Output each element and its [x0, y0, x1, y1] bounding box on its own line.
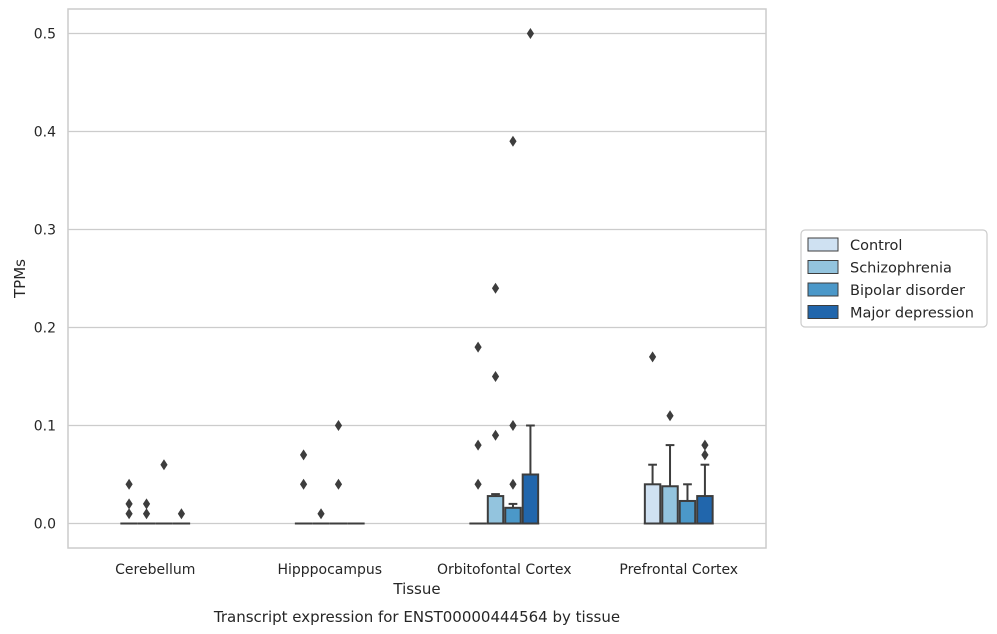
box-body — [486, 495, 505, 525]
box-schizophrenia — [661, 410, 679, 525]
legend-swatch — [807, 260, 839, 274]
x-tick-label: Prefrontal Cortex — [619, 562, 738, 578]
box-body — [504, 506, 522, 525]
outlier-marker — [491, 429, 500, 441]
outlier-marker — [509, 478, 517, 490]
legend-swatch — [807, 305, 839, 319]
y-axis-ticks: 0.0 0.1 0.2 0.3 0.4 0.5 — [34, 27, 56, 533]
box-schizophrenia — [312, 508, 330, 525]
outlier-marker — [177, 508, 186, 520]
outlier-marker — [701, 449, 709, 461]
outlier-marker — [142, 508, 151, 520]
outlier-marker — [474, 478, 482, 490]
box-major-depression — [521, 28, 540, 525]
y-axis-label: TPMs — [11, 259, 29, 299]
box-body — [661, 485, 679, 525]
outlier-marker — [701, 439, 709, 451]
legend-label: Major depression — [850, 306, 974, 322]
box-schizophrenia — [486, 282, 505, 525]
outlier-marker — [125, 508, 133, 520]
box-plot-marks — [120, 28, 714, 525]
y-tick-label: 0.3 — [34, 223, 56, 239]
x-tick-label: Hipppocampus — [277, 562, 382, 578]
outlier-marker — [474, 341, 482, 353]
outlier-marker — [125, 498, 133, 510]
box-bipolar-disorder — [329, 420, 348, 525]
chart-caption: Transcript expression for ENST0000044456… — [213, 608, 620, 626]
legend-label: Schizophrenia — [850, 261, 952, 277]
box-body — [678, 499, 697, 525]
outlier-marker — [125, 478, 133, 490]
outlier-marker — [299, 449, 308, 461]
legend-label: Control — [850, 238, 902, 254]
outlier-marker — [334, 420, 343, 431]
outlier-marker — [509, 135, 517, 147]
y-tick-label: 0.4 — [34, 125, 56, 141]
box-bipolar-disorder — [155, 459, 173, 525]
box-bipolar-disorder — [504, 135, 522, 525]
x-axis-ticks: Cerebellum Hipppocampus Orbitofontal Corte… — [115, 562, 738, 578]
y-tick-label: 0.0 — [34, 517, 56, 533]
x-axis-label: Tissue — [392, 580, 440, 598]
outlier-marker — [317, 508, 325, 520]
x-tick-label: Orbitofontal Cortex — [437, 562, 572, 578]
legend: Control Schizophrenia Bipolar disorder Majo… — [800, 229, 988, 328]
legend-label: Bipolar disorder — [850, 283, 965, 299]
outlier-marker — [526, 28, 535, 39]
grid-lines — [68, 32, 766, 525]
legend-swatch — [807, 237, 839, 252]
x-tick-label: Cerebellum — [115, 562, 195, 578]
outlier-marker — [299, 478, 308, 490]
box-major-depression — [172, 508, 191, 525]
box-body — [521, 473, 540, 525]
outlier-marker — [648, 351, 657, 363]
outlier-marker — [474, 439, 482, 451]
y-tick-label: 0.1 — [34, 419, 56, 435]
box-control — [643, 351, 662, 525]
box-body — [696, 495, 714, 525]
legend-swatch — [807, 282, 839, 297]
box-major-depression — [696, 439, 714, 525]
box-control — [294, 449, 313, 525]
outlier-marker — [509, 420, 517, 431]
outlier-marker — [666, 410, 674, 422]
box-bipolar-disorder — [678, 483, 697, 525]
y-tick-label: 0.2 — [34, 321, 56, 337]
y-tick-label: 0.5 — [34, 27, 56, 43]
legend-frame — [800, 229, 988, 328]
box-body — [643, 483, 662, 525]
outlier-marker — [334, 478, 343, 490]
box-control — [120, 478, 138, 525]
outlier-marker — [491, 371, 500, 382]
outlier-marker — [160, 459, 168, 471]
box-schizophrenia — [137, 498, 156, 525]
outlier-marker — [142, 498, 151, 510]
box-control — [469, 341, 487, 525]
outlier-marker — [491, 282, 500, 294]
plot-area-frame — [67, 8, 767, 549]
